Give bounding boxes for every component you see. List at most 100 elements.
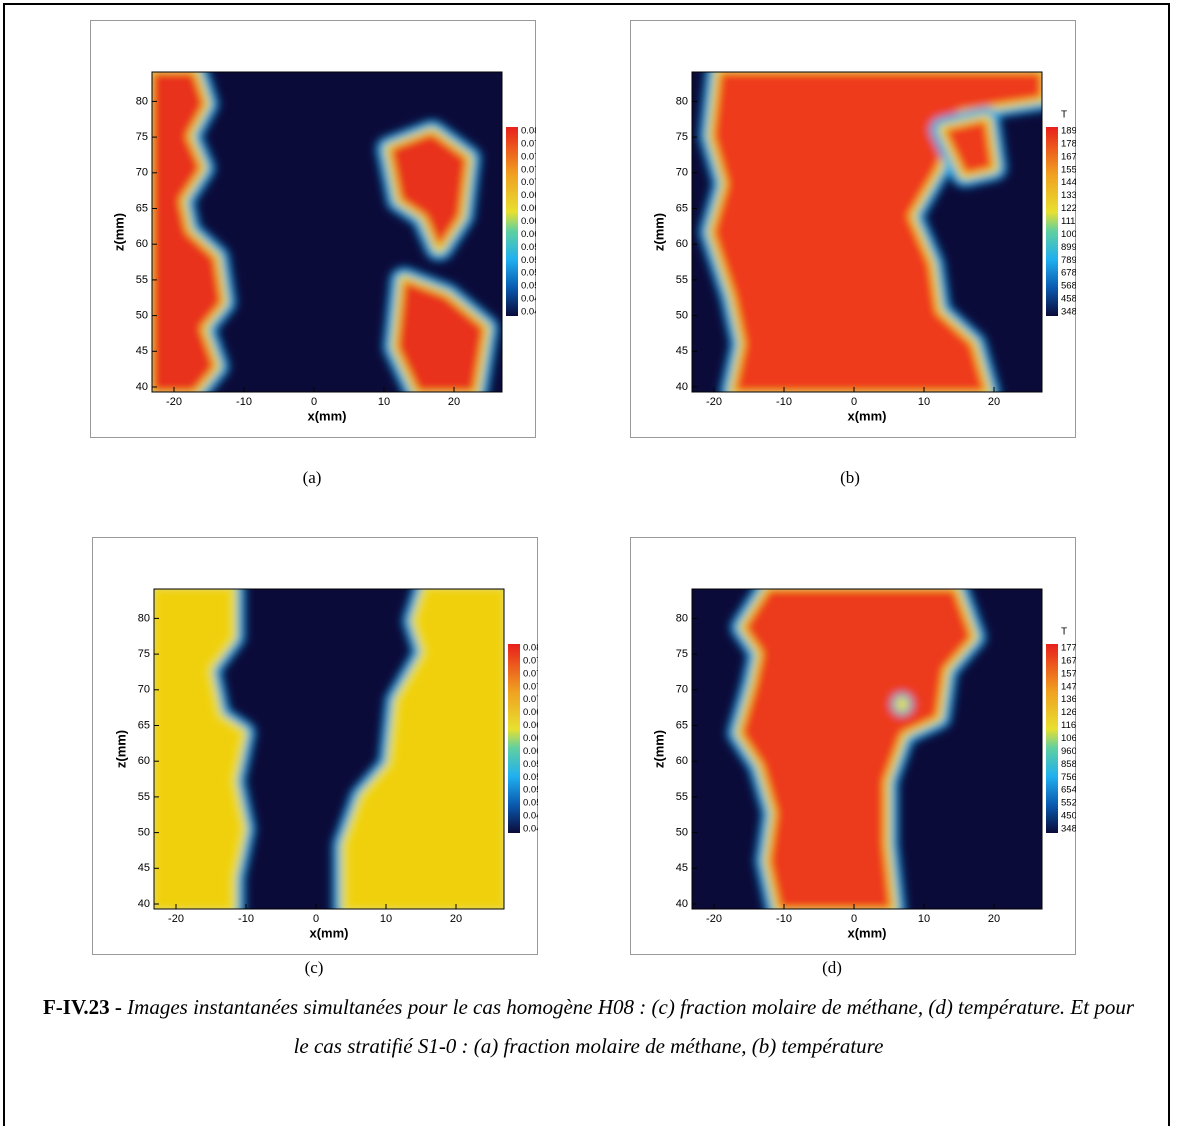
colorbar-label: 789 — [1061, 255, 1076, 266]
x-tick-label: 10 — [918, 396, 930, 408]
y-tick-label: 40 — [676, 381, 688, 393]
y-axis-label: z(mm) — [651, 730, 666, 768]
y-axis-label: z(mm) — [113, 730, 128, 768]
x-tick-label: 20 — [450, 913, 462, 925]
y-tick-label: 60 — [676, 755, 688, 767]
subcaption: (d) — [822, 958, 842, 977]
x-axis-label: x(mm) — [847, 925, 886, 940]
y-tick-label: 70 — [138, 684, 150, 696]
core — [713, 72, 1042, 392]
y-tick-label: 70 — [676, 167, 688, 179]
colorbar-label: 0.077 — [523, 655, 538, 666]
colorbar-label: 899 — [1061, 242, 1076, 253]
plot-border — [153, 588, 505, 910]
colorbar-label: 0.046 — [523, 824, 538, 835]
y-tick-label: 75 — [676, 131, 688, 143]
x-tick-label: -10 — [236, 396, 252, 408]
figure: -20 -10 0 10 20 40 45 50 55 60 65 70 75 80 x(mm) z(mm) 0… — [90, 20, 536, 438]
x-tick-label: 20 — [988, 396, 1000, 408]
panel: -20 -10 0 10 20 40 45 50 55 60 65 70 75 80 x(mm) z(mm) T… — [630, 537, 1076, 955]
y-axis-label: z(mm) — [651, 213, 666, 251]
plot-border — [691, 71, 1043, 393]
colorbar-label: 552 — [1061, 798, 1076, 809]
colorbar-title: T — [1061, 627, 1067, 638]
colorbar-label: 458 — [1061, 294, 1076, 305]
colorbar-label: 1890 — [1061, 126, 1076, 137]
frame — [3, 3, 1170, 1126]
colorbar-label: 348 — [1061, 824, 1076, 835]
colorbar-label: 1559 — [1061, 164, 1076, 175]
colorbar-label: 0.048 — [523, 811, 538, 822]
colorbar-label: 1777 — [1061, 643, 1076, 654]
y-axis-label: z(mm) — [111, 213, 126, 251]
colorbar-label: 0.049 — [521, 294, 536, 305]
colorbar-label: 0.060 — [523, 746, 538, 757]
colorbar-label: 0.075 — [523, 668, 538, 679]
plot-border — [151, 71, 503, 393]
y-tick-label: 50 — [138, 827, 150, 839]
y-tick-label: 40 — [138, 898, 150, 910]
colorbar-label: 1573 — [1061, 668, 1076, 679]
colorbar-label: 1780 — [1061, 138, 1076, 149]
caption-label: F-IV.23 - — [42, 995, 122, 1019]
core — [154, 589, 242, 909]
y-tick-label: 65 — [676, 202, 688, 214]
contour-plot — [692, 72, 1042, 392]
colorbar-label: 0.054 — [521, 268, 536, 279]
y-tick-label: 75 — [676, 648, 688, 660]
figure: -20 -10 0 10 20 40 45 50 55 60 65 70 75 80 x(mm) z(mm) 0… — [92, 537, 538, 955]
y-tick-label: 80 — [136, 95, 148, 107]
colorbar — [506, 127, 518, 316]
contour-plot — [152, 72, 502, 392]
x-tick-label: 0 — [851, 396, 857, 408]
colorbar-label: 0.046 — [521, 307, 536, 318]
colorbar-label: 0.051 — [523, 798, 538, 809]
y-tick-label: 80 — [676, 95, 688, 107]
hole — [891, 692, 913, 716]
caption-text: Images instantanées simultanées pour le … — [127, 995, 1135, 1058]
x-axis-label: x(mm) — [309, 925, 348, 940]
colorbar-label: 450 — [1061, 811, 1076, 822]
colorbar-label: 1675 — [1061, 655, 1076, 666]
core — [944, 120, 993, 175]
colorbar-label: 1009 — [1061, 229, 1076, 240]
x-axis-label: x(mm) — [307, 408, 346, 423]
colorbar-label: 0.056 — [521, 255, 536, 266]
colorbar-label: 0.056 — [523, 772, 538, 783]
colorbar-label: 0.073 — [521, 164, 536, 175]
y-tick-label: 80 — [138, 612, 150, 624]
figure: -20 -10 0 10 20 40 45 50 55 60 65 70 75 80 x(mm) z(mm) T… — [630, 537, 1076, 955]
x-tick-label: 10 — [378, 396, 390, 408]
subcaption: (c) — [304, 958, 324, 977]
y-tick-label: 55 — [676, 274, 688, 286]
x-tick-label: 0 — [313, 913, 319, 925]
colorbar-label: 1165 — [1061, 720, 1076, 731]
colorbar — [508, 644, 520, 833]
y-tick-label: 55 — [136, 274, 148, 286]
colorbar-label: 1229 — [1061, 203, 1076, 214]
y-tick-label: 65 — [676, 719, 688, 731]
x-tick-label: -20 — [168, 913, 184, 925]
colorbar-label: 756 — [1061, 772, 1076, 783]
y-tick-label: 40 — [136, 381, 148, 393]
x-tick-label: 10 — [918, 913, 930, 925]
panel: -20 -10 0 10 20 40 45 50 55 60 65 70 75 80 x(mm) z(mm) 0… — [90, 20, 536, 438]
subcaption: (a) — [302, 468, 322, 487]
colorbar-label: 0.078 — [521, 138, 536, 149]
y-tick-label: 55 — [138, 791, 150, 803]
y-tick-label: 45 — [676, 345, 688, 357]
y-tick-label: 40 — [676, 898, 688, 910]
x-tick-label: 10 — [380, 913, 392, 925]
colorbar-label: 0.081 — [521, 126, 536, 137]
field — [154, 589, 504, 909]
colorbar-label: 0.066 — [521, 203, 536, 214]
colorbar-label: 0.059 — [521, 242, 536, 253]
colorbar-label: 0.068 — [521, 190, 536, 201]
x-tick-label: -10 — [776, 396, 792, 408]
colorbar-label: 1369 — [1061, 694, 1076, 705]
colorbar-label: 0.065 — [523, 720, 538, 731]
x-tick-label: -20 — [706, 913, 722, 925]
colorbar-label: 1670 — [1061, 151, 1076, 162]
